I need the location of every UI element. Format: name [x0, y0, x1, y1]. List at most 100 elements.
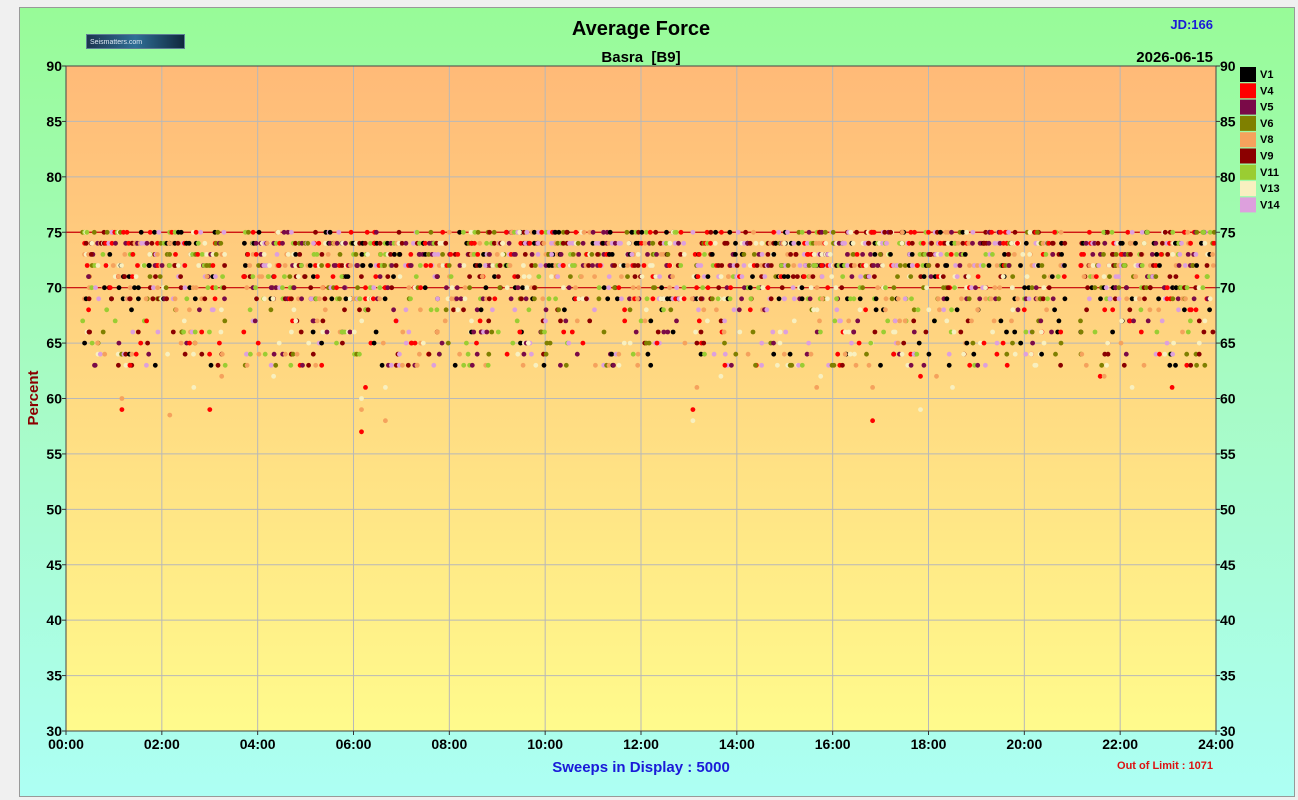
data-point — [1102, 307, 1108, 313]
data-point — [878, 252, 883, 257]
data-point — [667, 263, 672, 268]
data-point — [1105, 351, 1111, 357]
data-point — [247, 263, 253, 268]
data-point — [783, 329, 789, 335]
data-point — [926, 263, 931, 268]
data-point — [722, 340, 727, 346]
data-point — [342, 307, 347, 313]
legend-swatch-v14 — [1240, 197, 1256, 213]
data-point — [727, 296, 733, 302]
data-point — [196, 263, 202, 268]
data-point — [276, 340, 282, 346]
data-point — [195, 252, 201, 257]
data-point — [1175, 296, 1181, 302]
data-point — [1024, 274, 1030, 279]
data-point — [722, 351, 728, 357]
data-point — [132, 285, 137, 291]
data-point — [1027, 229, 1033, 235]
data-point — [320, 329, 326, 335]
data-point — [359, 318, 365, 324]
data-point — [587, 229, 593, 235]
data-point — [1211, 240, 1217, 246]
data-point — [327, 229, 333, 235]
data-point — [771, 229, 777, 235]
data-point — [611, 362, 616, 368]
data-point — [486, 318, 492, 324]
data-point — [1185, 329, 1191, 335]
data-point — [307, 263, 313, 268]
data-point — [600, 240, 606, 246]
data-point — [1087, 296, 1092, 302]
data-point — [674, 285, 680, 291]
data-point — [261, 296, 267, 302]
data-point — [368, 240, 373, 246]
data-point — [461, 263, 467, 268]
data-point — [293, 318, 299, 324]
data-point — [850, 252, 856, 257]
data-point — [204, 263, 210, 268]
data-point — [418, 307, 423, 313]
data-point — [998, 318, 1004, 324]
data-point — [458, 296, 464, 302]
data-point — [187, 340, 192, 346]
data-point — [900, 229, 905, 235]
data-point — [343, 296, 349, 302]
data-point — [742, 285, 747, 291]
data-point — [1092, 285, 1098, 291]
data-point — [1012, 229, 1018, 235]
data-point — [1202, 318, 1208, 324]
data-point — [129, 307, 134, 313]
data-point — [661, 307, 666, 313]
data-point — [901, 340, 907, 346]
data-point — [294, 351, 300, 357]
data-point — [702, 252, 707, 257]
data-point — [678, 263, 684, 268]
legend-label-v8: V8 — [1260, 134, 1273, 146]
data-point — [339, 274, 345, 279]
data-point — [989, 229, 994, 235]
data-point — [86, 296, 92, 302]
data-point — [1006, 252, 1011, 257]
data-point — [89, 240, 95, 246]
data-point — [627, 307, 633, 313]
data-point — [244, 285, 250, 291]
data-point — [711, 351, 717, 357]
data-point — [507, 263, 513, 268]
data-point — [299, 296, 304, 302]
data-point — [412, 340, 418, 346]
data-point — [522, 252, 528, 257]
data-point — [601, 285, 607, 291]
data-point — [392, 252, 397, 257]
data-point — [1000, 274, 1006, 279]
data-point — [325, 263, 331, 268]
data-point — [1012, 252, 1017, 257]
data-point — [1110, 329, 1115, 335]
data-point — [546, 296, 552, 302]
data-point — [549, 263, 555, 268]
data-point — [994, 351, 1000, 357]
data-point — [485, 362, 491, 368]
data-point — [1028, 351, 1034, 357]
data-point — [881, 329, 886, 335]
data-point — [573, 285, 578, 291]
data-point — [1196, 285, 1202, 291]
data-point — [986, 240, 992, 246]
data-point — [831, 362, 837, 368]
julian-day: JD:166 — [1170, 17, 1213, 32]
legend-swatch-v4 — [1240, 83, 1256, 99]
data-point — [222, 263, 228, 268]
data-point — [955, 240, 961, 246]
data-point — [1010, 274, 1016, 279]
data-point — [573, 229, 579, 235]
data-point — [204, 252, 210, 257]
data-point — [929, 240, 934, 246]
data-point — [147, 252, 153, 257]
data-point — [1180, 329, 1185, 335]
data-point-outlier — [690, 418, 696, 424]
data-point — [1058, 340, 1064, 346]
data-point — [845, 263, 850, 268]
data-point — [909, 296, 914, 302]
data-point — [504, 351, 510, 357]
data-point — [994, 340, 1000, 346]
data-point — [464, 340, 469, 346]
